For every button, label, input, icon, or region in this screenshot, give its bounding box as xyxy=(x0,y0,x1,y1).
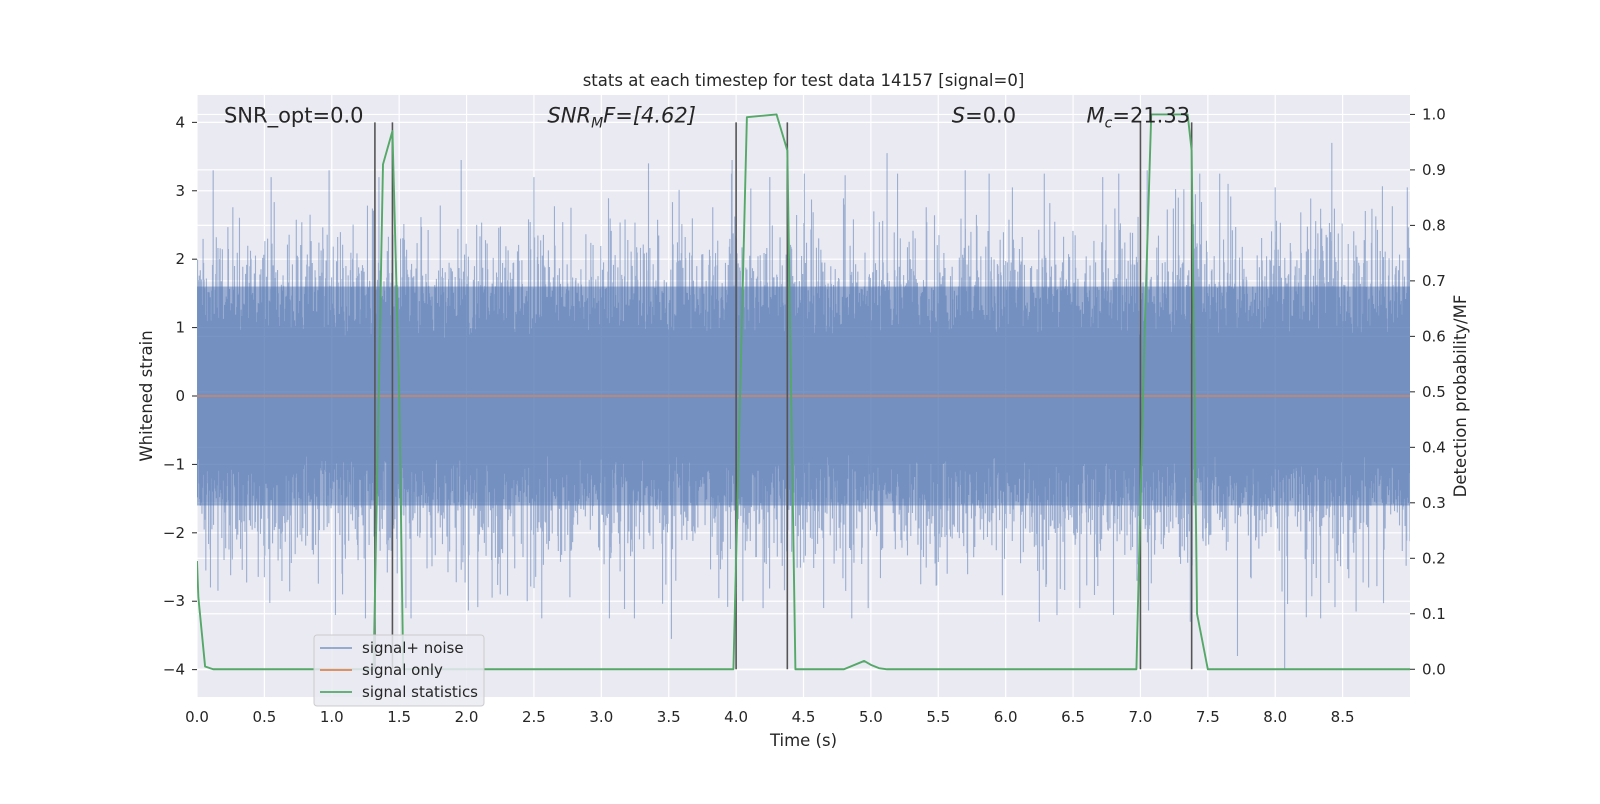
annotations: SNR_opt=0.0 SNRMF=[4.62] S=0.0 Mc=21.33 xyxy=(224,103,1190,131)
y-right-tick-label: 0.6 xyxy=(1422,327,1446,345)
chart-title: stats at each timestep for test data 141… xyxy=(583,71,1025,90)
y-tick-label: 1 xyxy=(175,319,185,337)
y-tick-label: 4 xyxy=(175,113,185,131)
annotation-prefix: S xyxy=(952,103,965,127)
y-tick-label: −2 xyxy=(163,524,185,542)
x-tick-label: 6.5 xyxy=(1061,708,1085,726)
tick-labels: 0.0 0.5 1.0 1.5 2.0 2.5 3.0 3.5 4.0 4.5 5.0 5.5 6.0 6… xyxy=(163,105,1446,726)
x-tick-label: 5.0 xyxy=(859,708,883,726)
annotation-subscript: c xyxy=(1105,115,1113,131)
x-tick-label: 1.0 xyxy=(320,708,344,726)
x-tick-label: 0.0 xyxy=(185,708,209,726)
annotation-prefix: SNR_opt=0.0 xyxy=(224,103,364,128)
x-tick-label: 7.0 xyxy=(1129,708,1153,726)
legend-entry-label: signal+ noise xyxy=(362,639,464,657)
signal-statistics-layer xyxy=(197,113,1410,671)
x-tick-label: 0.5 xyxy=(252,708,276,726)
y-tick-label: 2 xyxy=(175,250,185,268)
y-axis-label: Whitened strain xyxy=(137,330,156,461)
y-tick-label: 0 xyxy=(175,387,185,405)
x-tick-label: 8.0 xyxy=(1263,708,1287,726)
x-tick-label: 7.5 xyxy=(1196,708,1220,726)
y-tick-label: −4 xyxy=(163,661,185,679)
y-right-tick-label: 0.1 xyxy=(1422,605,1446,623)
y-tick-label: −3 xyxy=(163,592,185,610)
x-tick-label: 5.5 xyxy=(926,708,950,726)
legend-box xyxy=(313,634,485,707)
y-right-tick-label: 0.0 xyxy=(1422,660,1446,678)
annotation-text: Mc=21.33 xyxy=(1087,103,1191,131)
y-right-tick-label: 1.0 xyxy=(1422,105,1446,123)
x-tick-label: 4.5 xyxy=(792,708,816,726)
y-right-tick-label: 0.3 xyxy=(1422,494,1446,512)
annotation-suffix: F=[4.62] xyxy=(603,103,696,127)
x-tick-label: 3.0 xyxy=(589,708,613,726)
y-right-tick-label: 0.2 xyxy=(1422,549,1446,567)
x-tick-label: 6.0 xyxy=(994,708,1018,726)
legend-entry-label: signal statistics xyxy=(362,683,478,701)
x-tick-label: 2.0 xyxy=(455,708,479,726)
annotation-text: S=0.0 xyxy=(952,103,1016,127)
y-right-tick-label: 0.4 xyxy=(1422,438,1446,456)
x-tick-label: 4.0 xyxy=(724,708,748,726)
y-right-tick-label: 0.5 xyxy=(1422,383,1446,401)
signal-statistics-line xyxy=(197,113,1410,671)
annotation-subscript: M xyxy=(591,115,603,131)
annotation-prefix: SNR xyxy=(547,103,591,127)
x-tick-label: 2.5 xyxy=(522,708,546,726)
annotation-text: SNRMF=[4.62] xyxy=(547,103,696,131)
y-right-tick-label: 0.9 xyxy=(1422,161,1446,179)
x-tick-label: 8.5 xyxy=(1331,708,1355,726)
annotation-suffix: =21.33 xyxy=(1112,103,1190,127)
y-tick-label: 3 xyxy=(175,182,185,200)
noise-series-line xyxy=(197,142,1410,670)
legend: signal+ noise signal only signal statistic… xyxy=(313,634,485,707)
y-tick-label: −1 xyxy=(163,455,185,473)
legend-entry-label: signal only xyxy=(362,661,443,679)
x-tick-label: 1.5 xyxy=(387,708,411,726)
annotation-text: SNR_opt=0.0 xyxy=(224,103,364,128)
x-axis-label: Time (s) xyxy=(769,731,837,750)
annotation-suffix: =0.0 xyxy=(965,103,1016,127)
annotation-prefix: M xyxy=(1087,103,1105,127)
x-tick-label: 3.5 xyxy=(657,708,681,726)
y-right-tick-label: 0.7 xyxy=(1422,272,1446,290)
y-right-tick-label: 0.8 xyxy=(1422,216,1446,234)
y-axis-right-label: Detection probability/MF xyxy=(1451,295,1470,498)
